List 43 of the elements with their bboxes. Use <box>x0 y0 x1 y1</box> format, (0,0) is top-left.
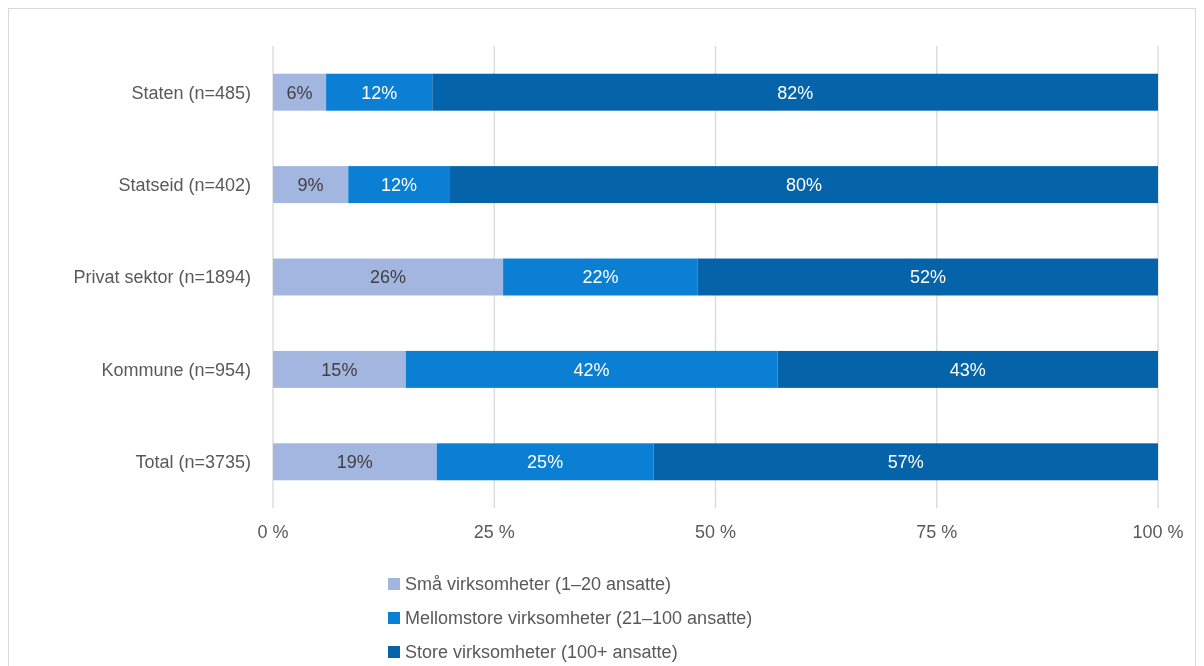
x-tick-label: 0 % <box>257 522 289 542</box>
data-label: 80% <box>785 174 823 195</box>
legend-label: Små virksomheter (1–20 ansatte) <box>405 574 672 595</box>
bar <box>273 350 406 388</box>
y-tick-label: Statseid (n=402) <box>118 174 251 195</box>
x-tick-label: 100 % <box>1132 522 1184 542</box>
bar <box>697 258 1158 296</box>
data-label: 52% <box>909 267 946 288</box>
bar <box>348 166 450 204</box>
bar <box>503 258 698 296</box>
data-label: 15% <box>321 359 358 380</box>
bar <box>273 443 437 481</box>
bar <box>653 443 1158 481</box>
bar <box>450 166 1158 204</box>
data-label: 25% <box>527 452 564 473</box>
data-label: 22% <box>582 267 619 288</box>
data-label: 26% <box>370 267 407 288</box>
data-label: 9% <box>297 174 324 195</box>
legend-label: Store virksomheter (100+ ansatte) <box>405 642 678 663</box>
x-tick-label: 75 % <box>916 522 958 542</box>
data-label: 19% <box>336 452 373 473</box>
data-label: 6% <box>286 82 313 103</box>
y-tick-label: Privat sektor (n=1894) <box>73 267 251 288</box>
data-label: 12% <box>381 174 418 195</box>
x-tick-label: 50 % <box>694 522 737 542</box>
bar <box>273 73 327 111</box>
legend-label: Mellomstore virksomheter (21–100 ansatte) <box>405 608 753 629</box>
data-label: 57% <box>887 452 924 473</box>
bar <box>436 443 654 481</box>
bar <box>777 350 1158 388</box>
bar <box>432 73 1158 111</box>
bar <box>273 258 504 296</box>
y-tick-label: Kommune (n=954) <box>101 359 251 380</box>
bar <box>273 166 349 204</box>
x-tick-label: 25 % <box>473 522 515 542</box>
y-tick-label: Total (n=3735) <box>135 452 251 473</box>
bar <box>405 350 778 388</box>
data-label: 42% <box>573 359 610 380</box>
data-label: 12% <box>361 82 398 103</box>
data-label: 82% <box>777 82 814 103</box>
y-tick-label: Staten (n=485) <box>131 82 251 103</box>
bar <box>326 73 433 111</box>
data-label: 43% <box>949 359 986 380</box>
